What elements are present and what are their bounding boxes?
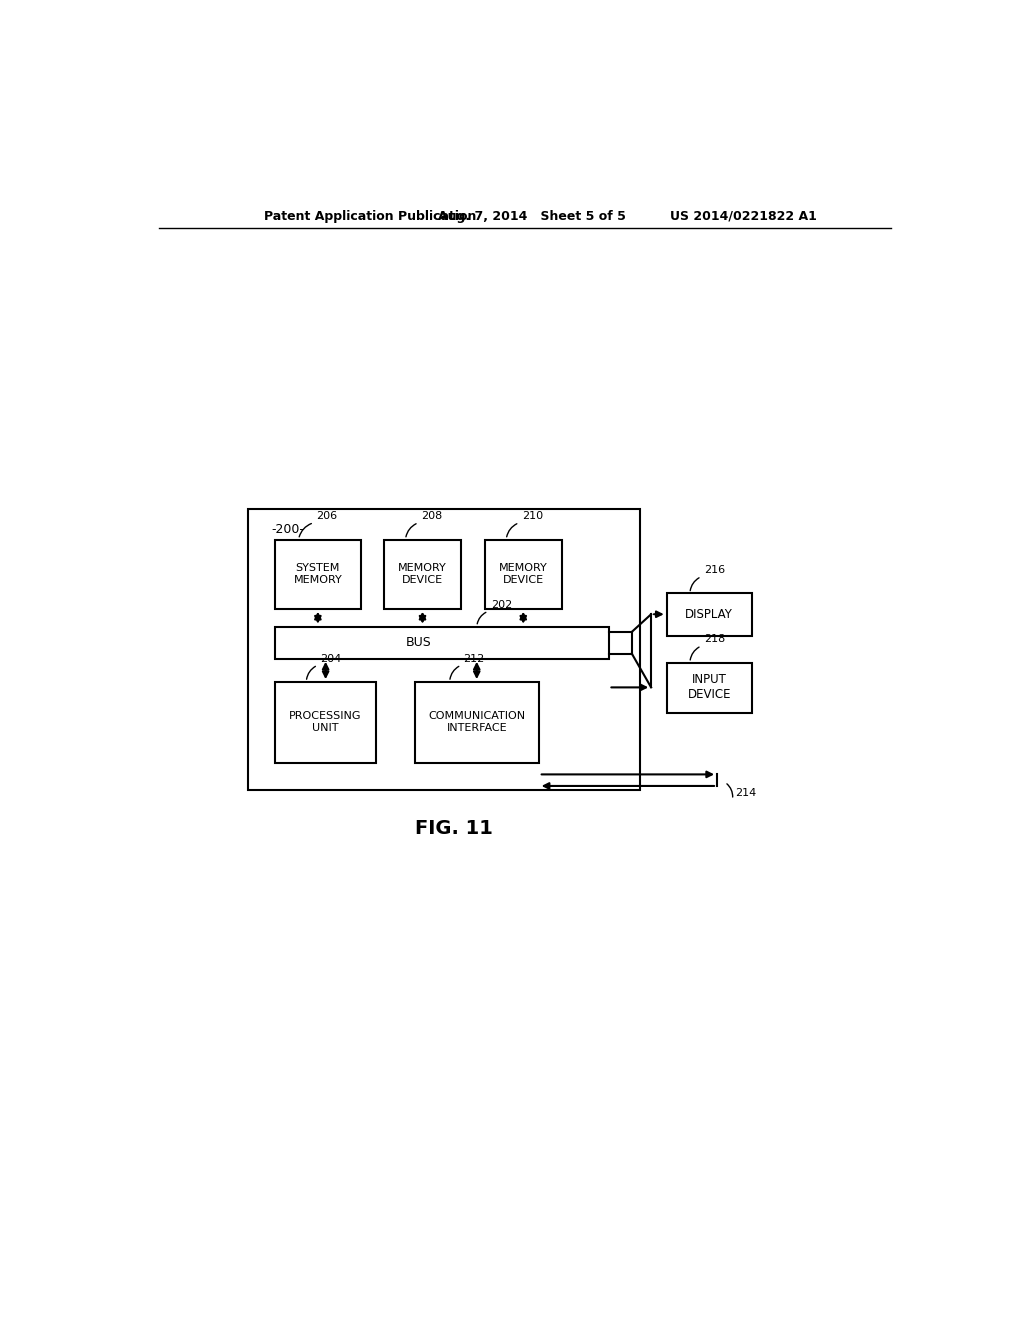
Bar [415,682,539,763]
Text: US 2014/0221822 A1: US 2014/0221822 A1 [671,210,817,223]
Text: Patent Application Publication: Patent Application Publication [263,210,476,223]
Text: INPUT
DEVICE: INPUT DEVICE [687,673,731,701]
Bar [275,540,360,609]
Text: 202: 202 [490,599,512,610]
Text: BUS: BUS [406,636,431,649]
Text: FIG. 11: FIG. 11 [415,818,493,838]
Text: 218: 218 [703,635,725,644]
Text: MEMORY
DEVICE: MEMORY DEVICE [398,564,446,585]
Text: 208: 208 [421,511,442,521]
Text: -200-: -200- [271,523,304,536]
Bar [384,540,461,609]
Text: COMMUNICATION
INTERFACE: COMMUNICATION INTERFACE [428,711,525,733]
Bar [484,540,562,609]
Bar [275,682,376,763]
Text: DISPLAY: DISPLAY [685,607,733,620]
Text: 212: 212 [464,653,484,664]
Text: PROCESSING
UNIT: PROCESSING UNIT [290,711,361,733]
Bar [248,508,640,789]
Text: 206: 206 [316,511,338,521]
Text: Aug. 7, 2014   Sheet 5 of 5: Aug. 7, 2014 Sheet 5 of 5 [438,210,626,223]
Text: MEMORY
DEVICE: MEMORY DEVICE [499,564,548,585]
Bar [667,663,752,713]
Text: SYSTEM
MEMORY: SYSTEM MEMORY [294,564,342,585]
Bar [667,594,752,636]
Text: 210: 210 [521,511,543,521]
Text: 214: 214 [735,788,756,799]
Bar [275,627,608,659]
Text: 204: 204 [321,653,341,664]
Text: 216: 216 [703,565,725,576]
